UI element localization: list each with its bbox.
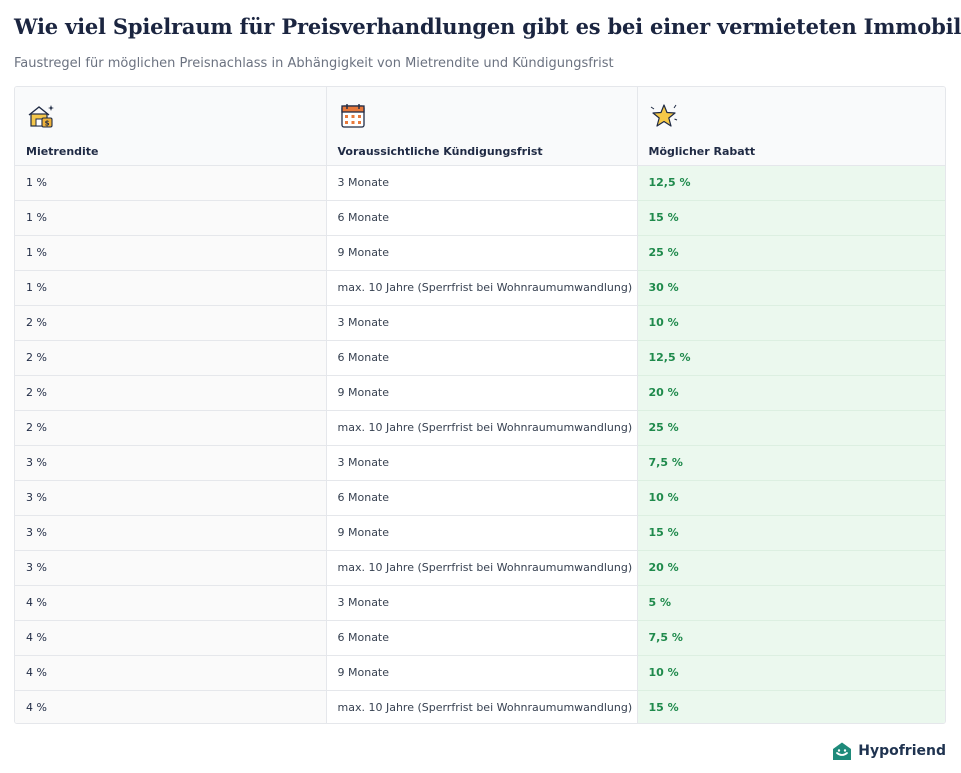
cell-rabatt: 12,5 % — [637, 165, 945, 201]
cell-kuendigungsfrist: 6 Monate — [326, 340, 638, 376]
cell-kuendigungsfrist: 3 Monate — [326, 445, 638, 481]
house-money-icon: $ — [28, 105, 54, 128]
hypofriend-logo-icon — [833, 742, 852, 760]
cell-mietrendite: 1 % — [15, 200, 327, 236]
svg-text:$: $ — [45, 120, 50, 128]
brand-name: Hypofriend — [858, 743, 946, 759]
table-row: 4 % 9 Monate 10 % — [15, 655, 945, 691]
table-row: 3 % 9 Monate 15 % — [15, 515, 945, 551]
brand-logo: Hypofriend — [832, 741, 946, 761]
cell-kuendigungsfrist: 9 Monate — [326, 655, 638, 691]
cell-kuendigungsfrist: 6 Monate — [326, 480, 638, 516]
cell-rabatt: 15 % — [637, 200, 945, 236]
header-kuendigungsfrist: Voraussichtliche Kündigungsfrist — [326, 87, 638, 166]
header-rabatt: Möglicher Rabatt — [637, 87, 945, 166]
rabatt-table: $ Mietrendite — [14, 86, 946, 724]
table-header-row: $ Mietrendite — [15, 87, 945, 166]
cell-kuendigungsfrist: max. 10 Jahre (Sperrfrist bei Wohnraumum… — [326, 550, 638, 586]
cell-mietrendite: 3 % — [15, 445, 327, 481]
cell-rabatt: 25 % — [637, 410, 945, 446]
cell-rabatt: 10 % — [637, 480, 945, 516]
table-row: 3 % 6 Monate 10 % — [15, 480, 945, 516]
cell-kuendigungsfrist: 9 Monate — [326, 375, 638, 411]
table-row: 1 % 9 Monate 25 % — [15, 235, 945, 271]
cell-mietrendite: 2 % — [15, 375, 327, 411]
cell-mietrendite: 2 % — [15, 305, 327, 341]
cell-kuendigungsfrist: max. 10 Jahre (Sperrfrist bei Wohnraumum… — [326, 690, 638, 723]
cell-mietrendite: 4 % — [15, 655, 327, 691]
cell-kuendigungsfrist: 3 Monate — [326, 585, 638, 621]
cell-kuendigungsfrist: 6 Monate — [326, 620, 638, 656]
table-row: 2 % 9 Monate 20 % — [15, 375, 945, 411]
cell-rabatt: 12,5 % — [637, 340, 945, 376]
table-body: 1 % 3 Monate 12,5 % 1 % 6 Monate 15 % 1 % 9 Mon… — [15, 165, 945, 723]
cell-rabatt: 7,5 % — [637, 620, 945, 656]
cell-rabatt: 25 % — [637, 235, 945, 271]
cell-kuendigungsfrist: 9 Monate — [326, 515, 638, 551]
cell-mietrendite: 1 % — [15, 270, 327, 306]
table-row: 2 % max. 10 Jahre (Sperrfrist bei Wohnrau… — [15, 410, 945, 446]
cell-mietrendite: 2 % — [15, 410, 327, 446]
cell-rabatt: 30 % — [637, 270, 945, 306]
cell-kuendigungsfrist: 6 Monate — [326, 200, 638, 236]
cell-rabatt: 20 % — [637, 375, 945, 411]
calendar-icon — [340, 104, 365, 128]
cell-rabatt: 5 % — [637, 585, 945, 621]
cell-rabatt: 20 % — [637, 550, 945, 586]
cell-mietrendite: 2 % — [15, 340, 327, 376]
table-row: 2 % 6 Monate 12,5 % — [15, 340, 945, 376]
cell-kuendigungsfrist: max. 10 Jahre (Sperrfrist bei Wohnraumum… — [326, 410, 638, 446]
cell-kuendigungsfrist: max. 10 Jahre (Sperrfrist bei Wohnraumum… — [326, 270, 638, 306]
table-row: 4 % 3 Monate 5 % — [15, 585, 945, 621]
header-label: Möglicher Rabatt — [648, 145, 756, 158]
table-row: 4 % max. 10 Jahre (Sperrfrist bei Wohnrau… — [15, 690, 945, 723]
cell-mietrendite: 3 % — [15, 515, 327, 551]
cell-mietrendite: 4 % — [15, 620, 327, 656]
table-row: 3 % max. 10 Jahre (Sperrfrist bei Wohnrau… — [15, 550, 945, 586]
cell-mietrendite: 4 % — [15, 585, 327, 621]
sparkle-star-icon — [650, 104, 677, 127]
table-row: 1 % max. 10 Jahre (Sperrfrist bei Wohnrau… — [15, 270, 945, 306]
header-label: Voraussichtliche Kündigungsfrist — [337, 145, 543, 158]
cell-kuendigungsfrist: 3 Monate — [326, 305, 638, 341]
header-mietrendite: $ Mietrendite — [15, 87, 327, 166]
cell-mietrendite: 3 % — [15, 480, 327, 516]
table-row: 1 % 6 Monate 15 % — [15, 200, 945, 236]
cell-rabatt: 15 % — [637, 515, 945, 551]
cell-rabatt: 10 % — [637, 655, 945, 691]
cell-mietrendite: 3 % — [15, 550, 327, 586]
cell-rabatt: 15 % — [637, 690, 945, 723]
cell-mietrendite: 1 % — [15, 165, 327, 201]
page-title: Wie viel Spielraum für Preisverhandlunge… — [14, 14, 961, 39]
table-row: 3 % 3 Monate 7,5 % — [15, 445, 945, 481]
cell-kuendigungsfrist: 3 Monate — [326, 165, 638, 201]
table-row: 1 % 3 Monate 12,5 % — [15, 165, 945, 201]
cell-mietrendite: 4 % — [15, 690, 327, 723]
cell-kuendigungsfrist: 9 Monate — [326, 235, 638, 271]
table-row: 2 % 3 Monate 10 % — [15, 305, 945, 341]
header-label: Mietrendite — [26, 145, 99, 158]
table-row: 4 % 6 Monate 7,5 % — [15, 620, 945, 656]
cell-mietrendite: 1 % — [15, 235, 327, 271]
page-subtitle: Faustregel für möglichen Preisnachlass i… — [14, 56, 614, 71]
cell-rabatt: 7,5 % — [637, 445, 945, 481]
cell-rabatt: 10 % — [637, 305, 945, 341]
